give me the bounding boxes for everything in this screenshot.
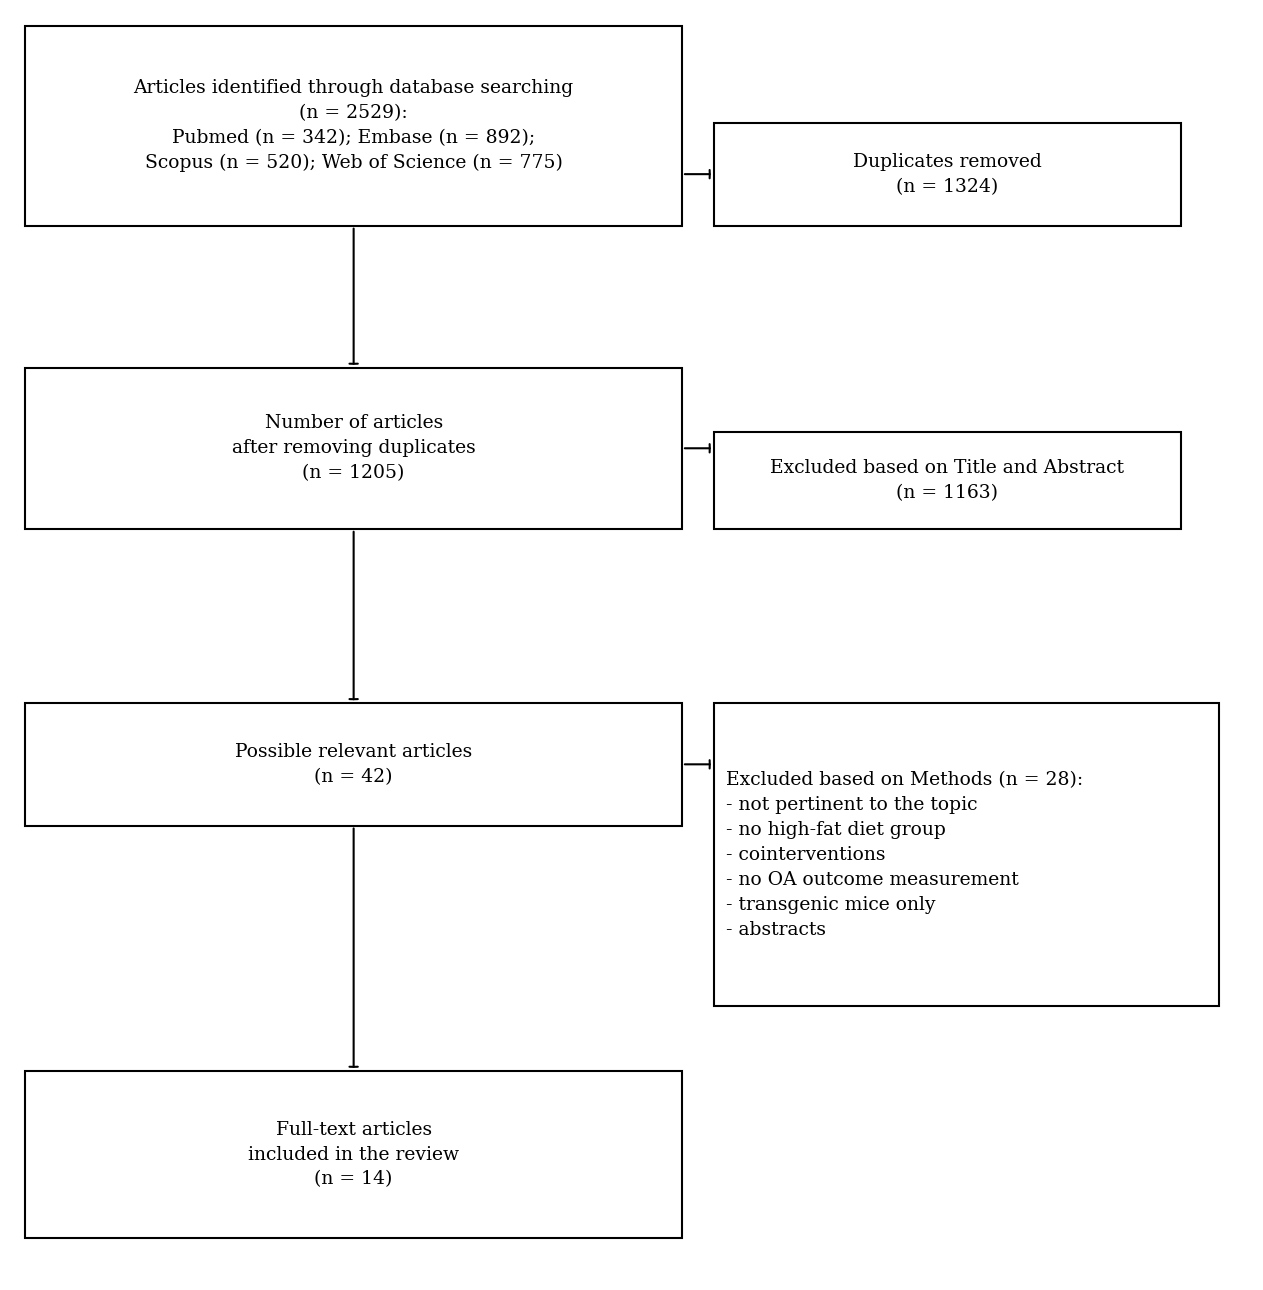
FancyBboxPatch shape: [25, 26, 682, 226]
FancyBboxPatch shape: [714, 123, 1181, 226]
Text: Articles identified through database searching
(n = 2529):
Pubmed (n = 342); Emb: Articles identified through database sea…: [134, 79, 573, 173]
FancyBboxPatch shape: [25, 703, 682, 826]
FancyBboxPatch shape: [25, 368, 682, 529]
Text: Full-text articles
included in the review
(n = 14): Full-text articles included in the revie…: [248, 1121, 460, 1188]
FancyBboxPatch shape: [25, 1071, 682, 1238]
FancyBboxPatch shape: [714, 703, 1219, 1006]
FancyBboxPatch shape: [714, 432, 1181, 529]
Text: Duplicates removed
(n = 1324): Duplicates removed (n = 1324): [853, 152, 1042, 196]
Text: Excluded based on Title and Abstract
(n = 1163): Excluded based on Title and Abstract (n …: [770, 459, 1124, 502]
Text: Possible relevant articles
(n = 42): Possible relevant articles (n = 42): [235, 743, 472, 786]
Text: Excluded based on Methods (n = 28):
- not pertinent to the topic
- no high-fat d: Excluded based on Methods (n = 28): - no…: [726, 770, 1084, 939]
Text: Number of articles
after removing duplicates
(n = 1205): Number of articles after removing duplic…: [232, 414, 475, 482]
